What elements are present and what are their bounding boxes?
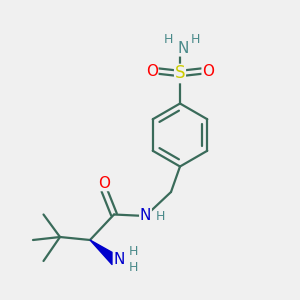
Text: N: N xyxy=(113,252,125,267)
Text: H: H xyxy=(164,33,173,46)
Polygon shape xyxy=(90,240,119,265)
Text: O: O xyxy=(202,64,214,79)
Text: O: O xyxy=(98,176,110,190)
Text: H: H xyxy=(156,210,165,223)
Text: S: S xyxy=(175,64,185,82)
Text: N: N xyxy=(177,41,189,56)
Text: N: N xyxy=(140,208,151,224)
Text: H: H xyxy=(129,245,138,258)
Text: O: O xyxy=(146,64,158,79)
Text: H: H xyxy=(129,261,138,274)
Text: H: H xyxy=(191,33,200,46)
